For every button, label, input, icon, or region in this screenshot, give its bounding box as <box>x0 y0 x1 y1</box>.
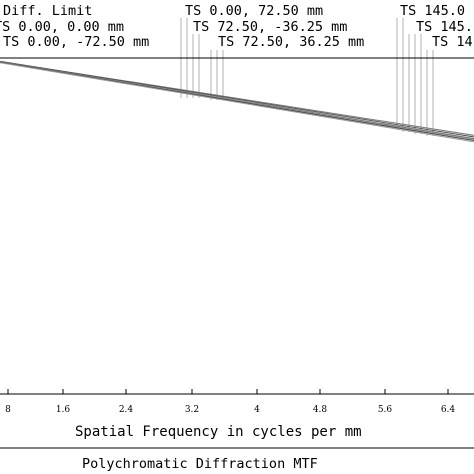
x-tick-label: 1.6 <box>56 405 71 415</box>
series-line-2 <box>0 60 474 138</box>
x-axis-title: Spatial Frequency in cycles per mm <box>75 424 362 440</box>
x-tick-label: 4 <box>254 405 260 415</box>
x-tick-label: 8 <box>5 405 11 415</box>
chart-title: Polychromatic Diffraction MTF <box>82 456 318 472</box>
x-tick-label: 6.4 <box>441 405 456 415</box>
legend-ts-0-0: TS 0.00, 0.00 mm <box>0 19 124 35</box>
x-tick-label: 4.8 <box>313 405 328 415</box>
series-line-4 <box>0 61 474 140</box>
series-layer <box>0 60 474 143</box>
legend-ts-0-m72: TS 0.00, -72.50 mm <box>3 34 149 50</box>
x-tick-label: 3.2 <box>185 405 199 415</box>
legend-diff-limit: Diff. Limit <box>3 3 92 19</box>
legend-ts-145-b: TS 145. <box>416 19 473 35</box>
legend-ts-14: TS 14 <box>432 34 473 50</box>
x-ticks: 8 1.6 2.4 3.2 4 4.8 5.6 6.4 <box>5 389 455 415</box>
x-tick-label: 2.4 <box>119 405 134 415</box>
legend-ts-72-36: TS 72.50, 36.25 mm <box>218 34 364 50</box>
legend: Diff. Limit TS 0.00, 0.00 mm TS 0.00, -7… <box>0 3 473 50</box>
plot-frame <box>0 57 474 395</box>
series-line-6 <box>0 62 474 143</box>
legend-ts-145-a: TS 145.0 <box>400 3 465 19</box>
x-tick-label: 5.6 <box>378 405 393 415</box>
legend-ts-72-m36: TS 72.50, -36.25 mm <box>193 19 347 35</box>
legend-ts-0-72: TS 0.00, 72.50 mm <box>185 3 323 19</box>
